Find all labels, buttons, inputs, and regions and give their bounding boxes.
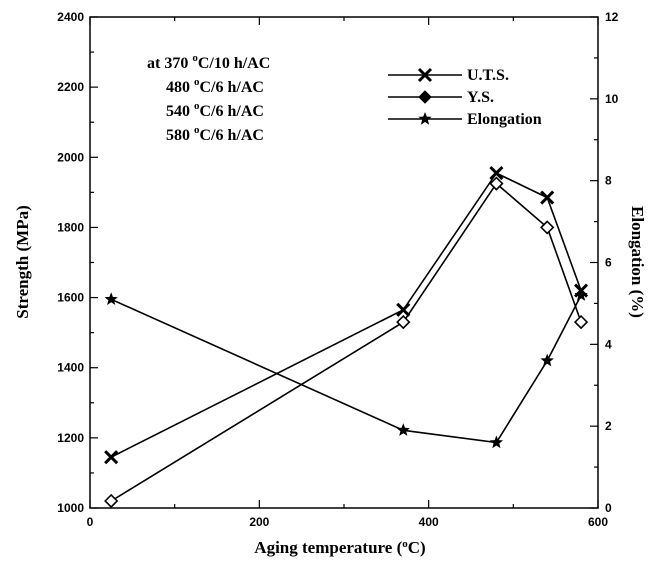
y2-tick-label: 2 — [605, 419, 612, 433]
series-line-star — [110, 294, 582, 444]
x-tick-label: 0 — [87, 515, 94, 529]
series-group — [104, 166, 589, 509]
data-point-star — [540, 353, 554, 367]
y2-tick-label: 8 — [605, 174, 612, 188]
series-line-diamond — [110, 182, 582, 502]
y-tick-label: 2000 — [57, 150, 84, 164]
y2-axis-title: Elongation (%) — [628, 206, 647, 318]
diamond-marker — [418, 90, 432, 104]
y2-tick-label: 4 — [605, 337, 612, 351]
data-point-star — [104, 292, 118, 305]
data-point-diamond — [396, 314, 411, 330]
annotation-line: 540 oC/6 h/AC — [166, 100, 264, 120]
y-tick-label: 1800 — [57, 220, 84, 234]
y-tick-label: 2400 — [57, 10, 84, 24]
data-point-x — [489, 166, 504, 181]
legend: U.T.S. Y.S. Elongation — [388, 67, 542, 128]
y2-tick-label: 6 — [605, 256, 612, 270]
y-axis-title: Strength (MPa) — [13, 205, 32, 318]
y-tick-label: 1000 — [57, 501, 84, 515]
y-tick-label: 1600 — [57, 291, 84, 305]
y-tick-label: 1200 — [57, 431, 84, 445]
data-point-star — [574, 288, 588, 301]
annotation-line: 580 oC/6 h/AC — [166, 124, 264, 144]
x-tick-label: 200 — [249, 515, 269, 529]
data-point-diamond — [489, 176, 504, 191]
legend-label: U.T.S. — [467, 67, 509, 84]
x-axis-title: Aging temperature (oC) — [254, 538, 425, 557]
data-point-x — [540, 190, 555, 205]
annotation-line: 480 oC/6 h/AC — [166, 76, 264, 96]
legend-label: Elongation — [467, 111, 542, 128]
y2-tick-label: 10 — [605, 92, 619, 106]
condition-annotation: at 370 oC/10 h/AC 480 oC/6 h/AC 540 oC/6 h… — [147, 52, 270, 144]
data-point-diamond — [104, 493, 119, 509]
x-marker — [417, 67, 433, 83]
data-point-star — [396, 423, 410, 436]
data-point-x — [104, 450, 119, 465]
data-point-star — [489, 435, 504, 449]
y-tick-label: 1400 — [57, 361, 84, 375]
y2-tick-label: 12 — [605, 10, 619, 24]
series-line-x — [110, 172, 582, 458]
legend-label: Y.S. — [467, 89, 494, 106]
y-tick-label: 2200 — [57, 80, 84, 94]
data-point-diamond — [573, 314, 589, 330]
star-marker — [418, 112, 432, 125]
ticks: 0 200 400 600100012001400160018002000220024… — [57, 10, 618, 529]
annotation-line: at 370 oC/10 h/AC — [147, 52, 270, 72]
data-point-diamond — [540, 220, 555, 235]
y2-tick-label: 0 — [605, 501, 612, 515]
x-tick-label: 400 — [419, 515, 439, 529]
data-point-x — [396, 302, 411, 317]
x-tick-label: 600 — [588, 515, 608, 529]
